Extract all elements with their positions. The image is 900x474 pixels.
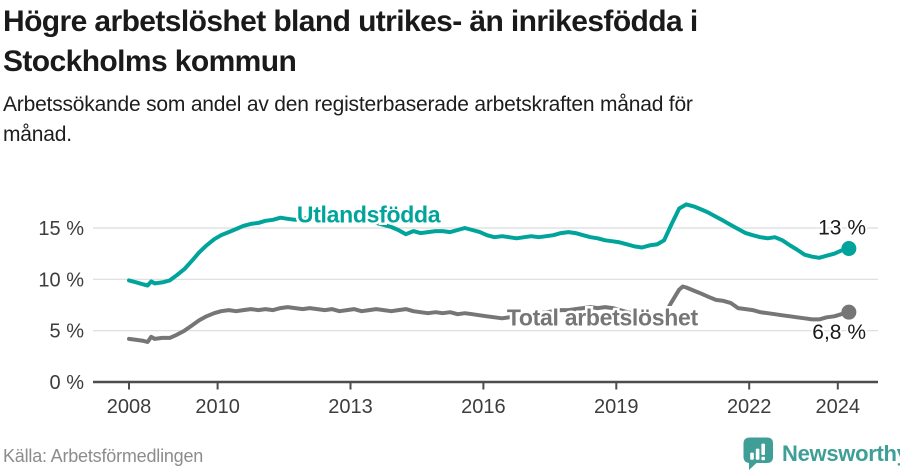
x-tick-label: 2022 (727, 396, 772, 418)
newsworthy-logo[interactable]: Newsworthy (742, 436, 900, 471)
x-tick-label: 2008 (107, 396, 152, 418)
y-tick-label: 15 % (38, 218, 84, 240)
x-tick-label: 2013 (328, 396, 373, 418)
page-title-line1: Högre arbetslöshet bland utrikes- än inr… (3, 5, 698, 38)
series-label: Utlandsfödda (297, 202, 441, 228)
y-tick-label: 10 % (38, 269, 84, 291)
page-title-line2: Stockholms kommun (3, 45, 297, 78)
series-end-value-label: 6,8 % (812, 321, 866, 344)
x-tick-label: 2019 (594, 396, 639, 418)
series-end-value-label: 13 % (818, 217, 866, 240)
series-line-total (127, 284, 851, 344)
x-tick-label: 2016 (461, 396, 506, 418)
series-line-utlandsfodda (127, 202, 851, 288)
chart-subtitle-line2: månad. (3, 123, 72, 146)
y-tick-label: 5 % (50, 321, 85, 343)
series-end-dot (841, 241, 857, 257)
series-label: Total arbetslöshet (507, 304, 699, 330)
y-tick-label: 0 % (50, 372, 85, 394)
x-tick-label: 2010 (195, 396, 240, 418)
page-title: Högre arbetslöshet bland utrikes- än inr… (3, 2, 895, 82)
chart-subtitle: Arbetssökande som andel av den registerb… (3, 90, 863, 150)
series-end-dot (841, 304, 857, 320)
chart-subtitle-line1: Arbetssökande som andel av den registerb… (3, 93, 693, 116)
newsworthy-badge-icon (743, 437, 773, 470)
source-note: Källa: Arbetsförmedlingen (3, 446, 204, 466)
newsworthy-brand-text: Newsworthy (782, 440, 900, 466)
x-tick-label: 2024 (816, 396, 861, 418)
line-chart: 2008 2010 2013 2016 2019 2022 2024 0 % 5 % 10 % 15… (38, 199, 878, 418)
